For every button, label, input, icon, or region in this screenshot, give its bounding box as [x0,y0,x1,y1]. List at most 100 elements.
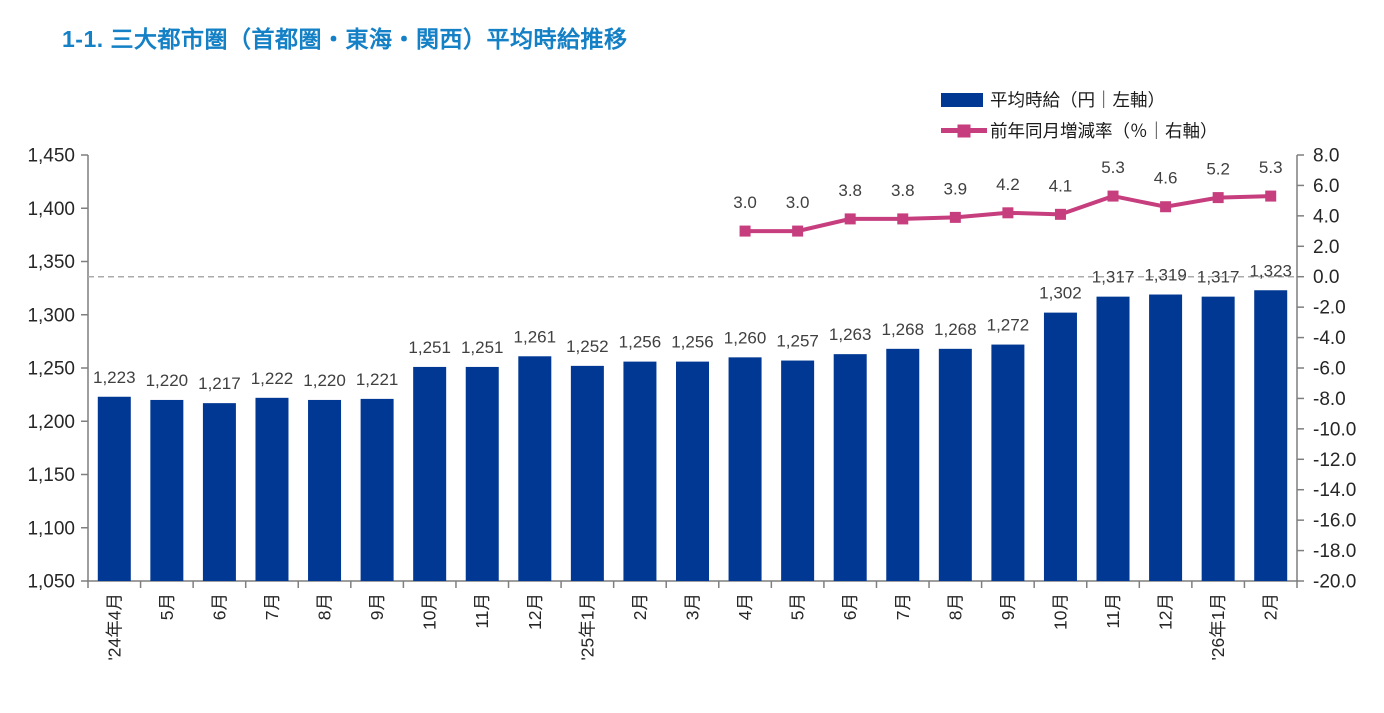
line-value-label: 5.3 [1259,158,1283,177]
x-axis-category-label: 11月 [472,593,492,629]
line-marker [1160,201,1172,213]
wage-bar [728,357,762,581]
x-axis-category-label: 2月 [630,593,650,620]
right-axis-tick-label: 8.0 [1313,146,1339,167]
right-axis-tick-label: -18.0 [1313,541,1356,562]
right-axis-tick-label: -10.0 [1313,419,1356,440]
legend-item-average-wage: 平均時給（円｜左軸） [941,86,1218,113]
x-axis-category-label: 12月 [1156,593,1176,630]
x-axis-category-label: 11月 [1103,593,1123,629]
right-axis-tick-label: -14.0 [1313,480,1356,501]
line-value-label: 3.0 [733,193,757,212]
wage-bar [97,396,131,581]
bar-series-swatch-icon [941,92,983,107]
bar-value-label: 1,220 [303,371,346,390]
bar-value-label: 1,268 [881,320,924,339]
x-axis-category-label: 8月 [945,593,965,620]
line-marker [792,225,804,237]
legend-item-yoy-rate: 前年同月増減率（％｜右軸） [941,117,1218,144]
x-axis-category-label: 9月 [367,593,387,620]
x-axis-category-label: 10月 [420,593,440,630]
x-axis-category-label: 7月 [262,593,282,620]
wage-bar [413,366,447,581]
line-value-label: 3.0 [786,193,810,212]
wage-bar [518,356,552,581]
bar-value-label: 1,256 [671,333,714,352]
line-marker [949,211,961,223]
bar-value-label: 1,257 [776,332,819,351]
left-axis-tick-label: 1,400 [27,199,75,220]
wage-bar [150,399,184,581]
x-axis-category-label: 5月 [788,593,808,620]
bar-value-label: 1,319 [1144,266,1187,285]
line-value-label: 5.3 [1101,158,1125,177]
bar-value-label: 1,252 [566,337,609,356]
left-axis-tick-label: 1,050 [27,572,75,593]
x-axis-category-label: 2月 [1261,593,1281,620]
right-axis-tick-label: -8.0 [1313,389,1346,410]
right-axis-tick-label: 6.0 [1313,176,1339,197]
bar-value-label: 1,220 [146,371,189,390]
bar-value-label: 1,323 [1249,261,1292,280]
right-axis-tick-label: -2.0 [1313,298,1346,319]
wage-bar [991,344,1025,581]
x-axis-category-label: 7月 [893,593,913,620]
line-value-label: 4.1 [1049,176,1073,195]
x-axis-category-label: '26年1月 [1208,593,1228,661]
x-axis-category-label: 10月 [1050,593,1070,630]
bar-value-label: 1,317 [1197,268,1240,287]
bar-value-label: 1,251 [461,338,504,357]
bar-value-label: 1,263 [829,325,872,344]
line-marker [1002,207,1014,219]
right-axis-tick-label: 4.0 [1313,206,1339,227]
bar-value-label: 1,317 [1092,268,1135,287]
bar-value-label: 1,222 [251,369,294,388]
line-value-label: 4.6 [1154,169,1178,188]
left-axis-tick-label: 1,300 [27,305,75,326]
bar-value-label: 1,251 [408,338,451,357]
legend-label-average-wage: 平均時給（円｜左軸） [990,90,1165,110]
wage-bar [308,399,342,581]
line-value-label: 5.2 [1206,160,1230,179]
bar-value-label: 1,260 [724,328,767,347]
wage-bar [465,366,499,581]
right-axis-tick-label: -4.0 [1313,328,1346,349]
bar-value-label: 1,221 [356,370,399,389]
wage-bar [570,365,604,581]
line-value-label: 3.8 [838,181,862,200]
line-marker-icon [957,124,971,137]
wage-bar [1254,290,1288,581]
wage-bar [1043,312,1077,581]
chart-title: 1-1. 三大都市圏（首都圏・東海・関西）平均時給推移 [62,26,628,52]
x-axis-category-label: 5月 [157,593,177,620]
wage-bar [202,403,236,581]
wage-bar [781,360,815,581]
line-marker [844,213,856,225]
line-marker [1054,208,1066,220]
x-axis-category-label: 9月 [998,593,1018,620]
left-axis-tick-label: 1,450 [27,146,75,167]
line-series-swatch-icon [941,124,987,137]
left-axis-tick-label: 1,350 [27,252,75,273]
right-axis-tick-label: -12.0 [1313,450,1356,471]
x-axis-category-label: 6月 [209,593,229,620]
bar-value-label: 1,256 [619,333,662,352]
line-marker [1107,190,1119,202]
line-marker [739,225,751,237]
chart-legend: 平均時給（円｜左軸） 前年同月増減率（％｜右軸） [941,86,1218,144]
bar-value-label: 1,302 [1039,284,1082,303]
left-axis-tick-label: 1,250 [27,359,75,380]
line-marker [897,213,909,225]
line-marker [1212,192,1224,204]
wage-bar [676,361,709,581]
bar-value-label: 1,217 [198,374,241,393]
wage-bar [833,354,867,581]
wage-bar [1201,296,1235,581]
bar-value-label: 1,268 [934,320,977,339]
wage-bar [1149,294,1183,581]
line-value-label: 3.9 [944,179,968,198]
x-axis-category-label: 8月 [315,593,335,620]
bar-value-label: 1,223 [93,368,136,387]
